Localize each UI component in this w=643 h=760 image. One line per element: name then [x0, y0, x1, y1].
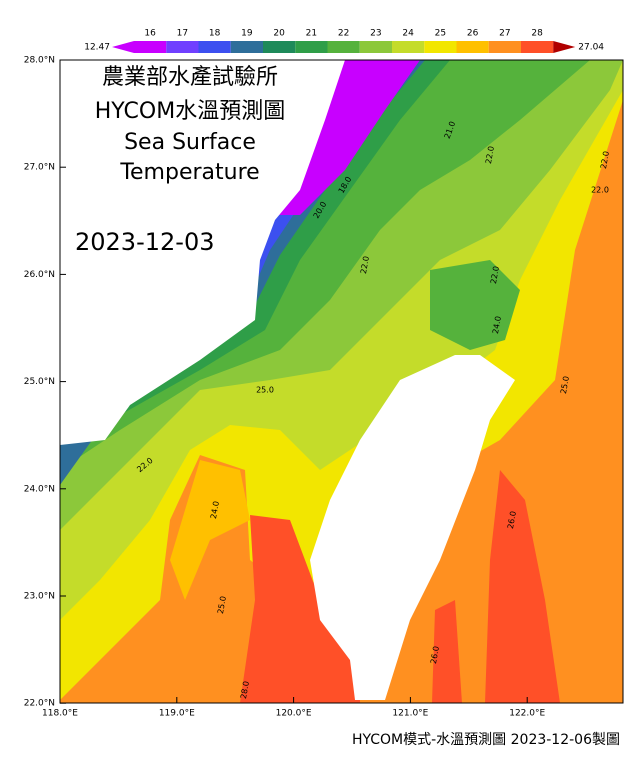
lat-label: 28.0°N: [24, 56, 55, 66]
contour-label: 24.0: [209, 500, 221, 519]
colorbar-tick-label: 21: [306, 29, 317, 39]
colorbar-cell: [424, 41, 457, 53]
colorbar-min: 12.47: [84, 43, 110, 53]
lon-label: 119.0°E: [159, 709, 195, 719]
colorbar-tick-label: 18: [209, 29, 221, 39]
contour-label: 26.0: [429, 645, 441, 664]
colorbar-end: [553, 41, 576, 53]
title-line: Sea Surface: [124, 130, 256, 155]
contour-label: 25.0: [216, 595, 228, 614]
colorbar-tick-label: 23: [370, 29, 381, 39]
colorbar-cell: [166, 41, 199, 53]
colorbar-cell: [456, 41, 489, 53]
colorbar-cell: [263, 41, 296, 53]
colorbar-tick-label: 19: [241, 29, 253, 39]
lon-label: 120.0°E: [276, 709, 312, 719]
colorbar-tick-label: 26: [467, 29, 479, 39]
contour-label: 22.0: [489, 265, 501, 284]
contour-label: 22.0: [484, 145, 496, 164]
contour-label: 26.0: [506, 510, 518, 529]
lon-label: 121.0°E: [392, 709, 428, 719]
contour-label: 22.0: [591, 186, 609, 195]
lat-label: 27.0°N: [24, 163, 55, 173]
title-line: Temperature: [119, 160, 259, 185]
lat-label: 26.0°N: [24, 270, 55, 280]
lat-label: 23.0°N: [24, 592, 55, 602]
colorbar-max: 27.04: [578, 43, 604, 53]
colorbar-tick-label: 28: [531, 29, 543, 39]
colorbar-tick-label: 22: [338, 29, 349, 39]
contour-label: 25.0: [559, 375, 571, 394]
sst-field: [60, 60, 623, 703]
colorbar-tick-label: 25: [435, 29, 446, 39]
colorbar-cell: [488, 41, 521, 53]
title-line: HYCOM水溫預測圖: [95, 99, 285, 124]
colorbar-cell: [134, 41, 167, 53]
colorbar-cell: [327, 41, 360, 53]
colorbar-cell: [392, 41, 425, 53]
colorbar-end: [112, 41, 134, 53]
title-line: 農業部水產試驗所: [102, 65, 278, 90]
lat-label: 22.0°N: [24, 699, 55, 709]
colorbar-cell: [295, 41, 328, 53]
colorbar-tick-label: 17: [177, 29, 188, 39]
lat-label: 24.0°N: [24, 484, 55, 494]
contour-label: 25.0: [256, 386, 274, 395]
colorbar-cell: [359, 41, 392, 53]
colorbar-tick-label: 27: [499, 29, 510, 39]
contour-label: 24.0: [491, 315, 503, 334]
colorbar-cell: [521, 41, 554, 53]
colorbar-tick-label: 20: [273, 29, 285, 39]
contour-label: 22.0: [599, 150, 611, 169]
colorbar-tick-label: 24: [402, 29, 414, 39]
contour-label: 28.0: [239, 680, 251, 699]
forecast-date: 2023-12-03: [75, 228, 214, 256]
footer: HYCOM模式-水溫預測圖 2023-12-06製圖: [352, 732, 620, 748]
contour-label: 22.0: [359, 255, 371, 274]
colorbar-cell: [198, 41, 231, 53]
lon-label: 122.0°E: [509, 709, 545, 719]
colorbar-cell: [230, 41, 263, 53]
lon-label: 118.0°E: [42, 709, 78, 719]
lat-label: 25.0°N: [24, 377, 55, 387]
colorbar-tick-label: 16: [144, 29, 156, 39]
